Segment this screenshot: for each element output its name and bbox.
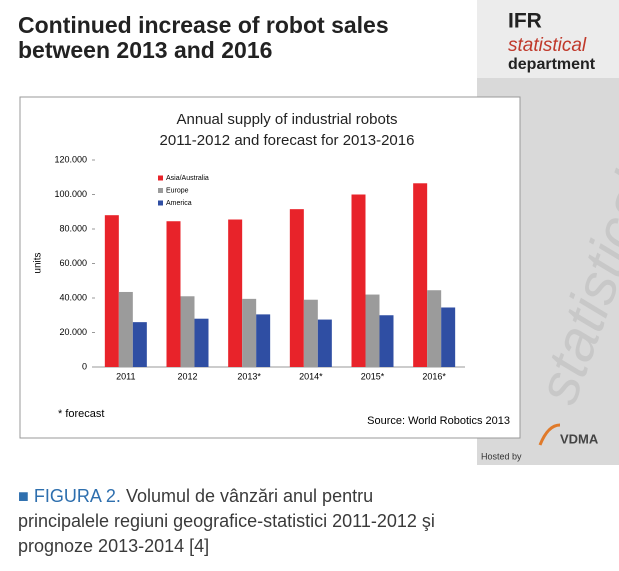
bar	[303, 299, 318, 367]
vdma-icon	[538, 423, 561, 446]
caption-line: ■ FIGURA 2. Volumul de vânzări anul pent…	[18, 484, 435, 509]
x-tick-label: 2016*	[422, 371, 446, 381]
bar	[180, 296, 195, 367]
y-tick-label: 60.000	[59, 258, 87, 268]
caption-marker: ■	[18, 486, 29, 506]
chart-subtitle: 2011-2012 and forecast for 2013-2016	[160, 132, 415, 149]
y-tick-label: 100.000	[54, 189, 87, 199]
bar	[104, 215, 119, 367]
bar	[441, 307, 456, 367]
legend-swatch	[158, 175, 163, 181]
legend-swatch	[158, 188, 163, 193]
bar	[166, 221, 181, 367]
caption-label: FIGURA 2.	[33, 486, 121, 506]
y-tick-label: 80.000	[59, 223, 87, 233]
legend-label: America	[166, 200, 192, 207]
source: Source: World Robotics 2013	[367, 415, 510, 427]
caption: ■ FIGURA 2. Volumul de vânzări anul pent…	[18, 484, 435, 559]
logo-vdma: VDMA	[560, 431, 599, 446]
x-tick-label: 2012	[177, 371, 197, 381]
legend-swatch	[158, 200, 163, 206]
caption-line: prognoze 2013-2014 [4]	[18, 536, 210, 556]
y-tick-label: 120.000	[54, 154, 87, 164]
x-tick-label: 2013*	[237, 371, 261, 381]
bar	[228, 219, 243, 367]
bar	[413, 183, 428, 367]
x-tick-label: 2014*	[299, 371, 323, 381]
bar	[256, 314, 271, 367]
bar	[242, 298, 257, 367]
chart-title: Annual supply of industrial robots	[177, 111, 398, 128]
header-title: between 2013 and 2016	[18, 37, 272, 63]
annotation: * forecast	[58, 408, 104, 420]
hosted-by: Hosted by	[481, 451, 522, 461]
logo-box	[477, 0, 619, 78]
bar	[289, 209, 304, 367]
caption-text: Volumul de vânzări anul pentru	[125, 486, 374, 506]
y-tick-label: 20.000	[59, 327, 87, 337]
y-tick-label: 40.000	[59, 292, 87, 302]
bar	[379, 315, 394, 367]
legend-label: Europe	[166, 187, 189, 194]
x-tick-label: 2015*	[361, 371, 385, 381]
logo-department: department	[508, 56, 596, 73]
bar	[317, 319, 332, 367]
bar	[351, 194, 366, 367]
bar	[365, 294, 380, 367]
bar	[118, 291, 133, 367]
header-title: Continued increase of robot sales	[18, 12, 389, 38]
logo-statistical: statistical	[508, 35, 587, 56]
bar	[427, 290, 442, 367]
legend-label: Asia/Australia	[166, 175, 209, 182]
logo-ifr: IFR	[508, 10, 542, 33]
chart-frame	[19, 96, 521, 439]
y-tick-label: 0	[82, 361, 87, 371]
y-axis-label: units	[33, 252, 44, 273]
x-tick-label: 2011	[116, 371, 135, 381]
bar	[132, 322, 147, 367]
caption-line: principalele regiuni geografice-statisti…	[18, 511, 435, 531]
bar	[194, 318, 209, 367]
